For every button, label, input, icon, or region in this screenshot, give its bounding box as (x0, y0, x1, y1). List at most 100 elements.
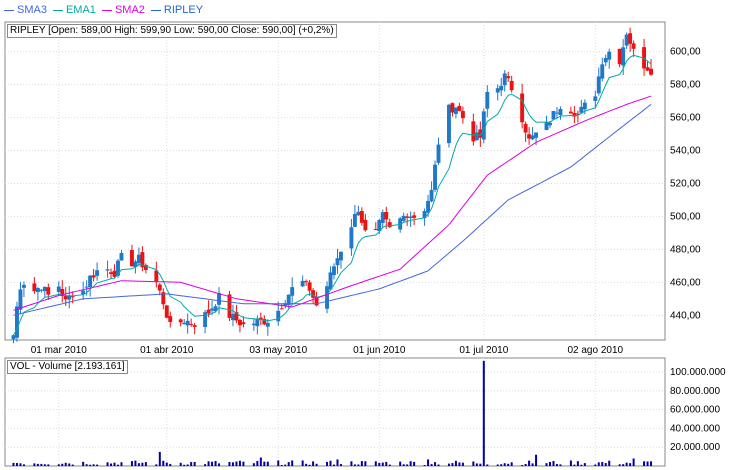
volume-bar (569, 460, 572, 466)
volume-plot-area[interactable] (4, 357, 666, 467)
volume-bar (430, 464, 433, 466)
volume-bar (47, 464, 50, 466)
legend-label: SMA2 (114, 4, 145, 16)
y-tick-label: 460,00 (670, 277, 701, 288)
candle-body (506, 76, 511, 79)
volume-bar (573, 464, 576, 466)
legend-item-ema1[interactable]: EMA1 (52, 4, 96, 16)
candle-body (548, 122, 552, 126)
volume-bar (15, 462, 18, 466)
candle-body (140, 252, 145, 268)
volume-bar (12, 462, 15, 466)
volume-bar (120, 462, 123, 466)
legend-item-sma2[interactable]: SMA2 (101, 4, 145, 16)
candle-body (60, 289, 65, 296)
candle-body (373, 229, 378, 231)
legend-label: EMA1 (65, 4, 96, 16)
volume-y-tick-label: 100.000.000 (670, 367, 726, 378)
volume-bar (472, 461, 475, 466)
volume-bar (461, 462, 464, 466)
y-tick-label: 520,00 (670, 178, 701, 189)
legend-item-ripley[interactable]: RIPLEY (150, 4, 203, 16)
volume-bar (559, 464, 562, 466)
volume-bar (179, 462, 182, 466)
candle-body (276, 310, 281, 322)
candle-body (436, 144, 441, 163)
x-tick-label: 02 ago 2010 (567, 345, 623, 356)
volume-bar (406, 464, 409, 466)
volume-bar (117, 464, 119, 466)
y-tick-label: 440,00 (670, 310, 701, 321)
volume-bar (287, 462, 290, 466)
candle-body (593, 96, 598, 101)
volume-y-tick-label: 20.000.000 (670, 442, 720, 453)
candle-body (624, 34, 629, 46)
candle-body (290, 287, 295, 296)
volume-bar (259, 457, 262, 466)
candle-body (46, 287, 51, 295)
volume-bar (632, 458, 635, 466)
volume-bar (284, 464, 287, 466)
volume-panel-header: VOL - Volume [2.193.161] (7, 360, 128, 374)
candle-body (523, 123, 528, 133)
candle-body (88, 275, 93, 287)
x-tick-label: 01 jun 2010 (353, 345, 406, 356)
price-plot-area[interactable] (4, 21, 666, 341)
volume-series (12, 360, 653, 467)
volume-bar (434, 462, 437, 466)
volume-bar (437, 464, 440, 466)
volume-bar (214, 460, 217, 466)
volume-bar (507, 463, 510, 466)
candle-body (447, 104, 451, 144)
volume-bar (193, 461, 196, 466)
candle-body (530, 135, 535, 140)
volume-bar (475, 463, 478, 466)
candle-body (572, 113, 577, 117)
candle-body (422, 211, 427, 219)
candle-body (84, 286, 89, 288)
volume-bar (545, 463, 548, 466)
candle-body (300, 280, 305, 287)
candle-body (575, 113, 580, 115)
x-tick-label: 03 may 2010 (249, 345, 307, 356)
volume-bar (336, 459, 339, 466)
candle-body (21, 284, 26, 288)
candle-body (95, 270, 100, 276)
volume-bar (263, 461, 266, 466)
candle-body (119, 252, 124, 261)
volume-bar (110, 463, 113, 466)
candle-body (628, 33, 633, 44)
legend-item-sma3[interactable]: SMA3 (4, 4, 47, 16)
candle-body (335, 258, 340, 266)
candle-body (178, 319, 183, 323)
volume-bar (312, 461, 315, 466)
candle-body (251, 323, 256, 326)
volume-grid (5, 358, 665, 466)
candle-body (645, 67, 650, 71)
volume-bar (374, 461, 377, 466)
candle-body (412, 215, 417, 218)
candle-body (18, 289, 23, 310)
candle-body (520, 93, 525, 123)
volume-bar (650, 461, 653, 466)
candle-body (241, 322, 246, 325)
candle-body (433, 164, 437, 190)
volume-bar (190, 462, 193, 466)
candle-body (621, 47, 626, 66)
candle-body (185, 320, 190, 326)
candle-body (11, 335, 16, 340)
candle-body (384, 211, 389, 220)
volume-bar (183, 464, 186, 466)
volume-bar (608, 460, 611, 466)
volume-bar (207, 461, 210, 466)
volume-bar (360, 461, 363, 466)
candle-body (311, 290, 316, 298)
candle-body (478, 129, 483, 138)
candle-body (551, 111, 556, 120)
volume-bar (339, 464, 342, 466)
legend: SMA3 EMA1 SMA2 RIPLEY (0, 0, 203, 20)
candle-body (56, 286, 61, 292)
volume-bar (555, 464, 558, 466)
candle-body (283, 303, 288, 307)
volume-bar (252, 463, 255, 466)
